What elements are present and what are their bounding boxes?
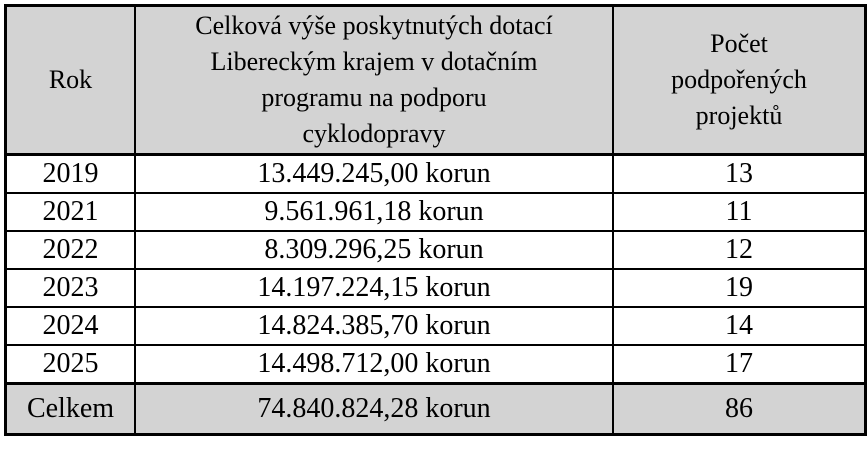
total-cell-pocet: 86 [612, 382, 867, 436]
cell-rok: 2019 [4, 153, 136, 194]
cell-dotace: 14.197.224,15 korun [134, 268, 614, 308]
cell-pocet: 11 [612, 192, 867, 232]
cell-rok: 2023 [4, 268, 136, 308]
total-row: Celkem 74.840.824,28 korun 86 [4, 382, 867, 436]
table-row: 2019 13.449.245,00 korun 13 [4, 153, 867, 194]
total-label: Celkem [4, 382, 136, 436]
cell-pocet: 17 [612, 344, 867, 385]
cell-rok: 2021 [4, 192, 136, 232]
cell-dotace: 14.824.385,70 korun [134, 306, 614, 346]
cell-pocet: 19 [612, 268, 867, 308]
table-footer: Celkem 74.840.824,28 korun 86 [4, 382, 867, 436]
subsidy-table: Rok Celková výše poskytnutých dotací Lib… [4, 4, 867, 436]
table-row: 2024 14.824.385,70 korun 14 [4, 306, 867, 346]
cell-dotace: 9.561.961,18 korun [134, 192, 614, 232]
header-row: Rok Celková výše poskytnutých dotací Lib… [4, 4, 867, 156]
table-row: 2022 8.309.296,25 korun 12 [4, 230, 867, 270]
header-cell-pocet: Počet podpořených projektů [612, 4, 867, 156]
document-page: Rok Celková výše poskytnutých dotací Lib… [4, 4, 867, 436]
cell-pocet: 13 [612, 153, 867, 194]
table-body: 2019 13.449.245,00 korun 13 2021 9.561.9… [4, 153, 867, 385]
table-row: 2023 14.197.224,15 korun 19 [4, 268, 867, 308]
header-cell-dotace: Celková výše poskytnutých dotací Liberec… [134, 4, 614, 156]
cell-pocet: 12 [612, 230, 867, 270]
table-row: 2021 9.561.961,18 korun 11 [4, 192, 867, 232]
cell-pocet: 14 [612, 306, 867, 346]
cell-rok: 2022 [4, 230, 136, 270]
cell-rok: 2025 [4, 344, 136, 385]
header-cell-rok: Rok [4, 4, 136, 156]
total-cell-dotace: 74.840.824,28 korun [134, 382, 614, 436]
cell-dotace: 14.498.712,00 korun [134, 344, 614, 385]
cell-rok: 2024 [4, 306, 136, 346]
table-row: 2025 14.498.712,00 korun 17 [4, 344, 867, 385]
cell-dotace: 8.309.296,25 korun [134, 230, 614, 270]
cell-dotace: 13.449.245,00 korun [134, 153, 614, 194]
table-header: Rok Celková výše poskytnutých dotací Lib… [4, 4, 867, 156]
